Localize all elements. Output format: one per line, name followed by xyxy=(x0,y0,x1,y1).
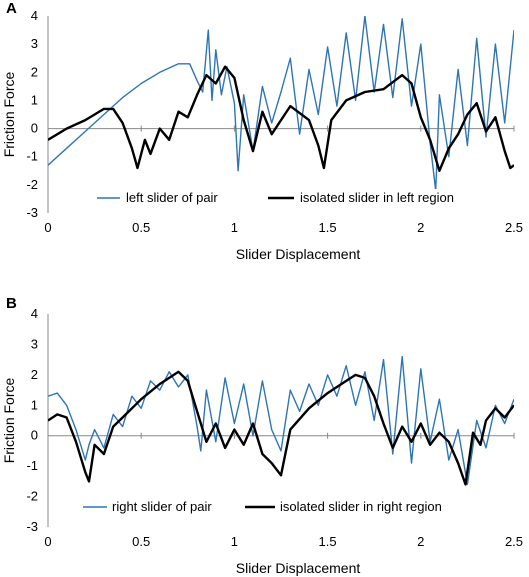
legend-bg xyxy=(93,189,256,207)
y-tick-label: -3 xyxy=(26,205,38,220)
x-tick-label: 1.5 xyxy=(319,220,337,235)
legend-label: isolated slider in left region xyxy=(300,190,454,205)
y-tick-label: 4 xyxy=(31,306,38,321)
series-line-1 xyxy=(48,355,514,486)
legend-bg xyxy=(79,498,248,516)
y-tick-label: 0 xyxy=(31,428,38,443)
panel-label: A xyxy=(6,0,17,17)
y-tick-label: -3 xyxy=(26,519,38,534)
x-tick-label: 2 xyxy=(417,534,424,549)
y-tick-label: 1 xyxy=(31,92,38,107)
y-tick-label: 1 xyxy=(31,397,38,412)
y-tick-label: -1 xyxy=(26,149,38,164)
x-tick-label: 2.5 xyxy=(505,220,523,235)
y-tick-label: -2 xyxy=(26,177,38,192)
y-tick-label: 4 xyxy=(31,8,38,23)
y-axis-title: Friction Force xyxy=(1,378,17,464)
chart-panel-a: A -3 -2 -1 0 1 2 3 4 0 0.5 1 1.5 2 2.5 Slider Displacem… xyxy=(1,0,523,262)
x-tick-label: 0 xyxy=(44,220,51,235)
legend-bg xyxy=(241,498,489,516)
x-tick-label: 1.5 xyxy=(319,534,337,549)
x-tick-label: 1 xyxy=(231,220,238,235)
y-tick-label: -2 xyxy=(26,489,38,504)
chart-panel-b: B -3 -2 -1 0 1 2 3 4 0 0.5 1 1.5 2 2.5 Slider Displacem… xyxy=(1,295,523,576)
y-tick-label: 0 xyxy=(31,121,38,136)
x-axis-title: Slider Displacement xyxy=(236,246,361,262)
series-line-1 xyxy=(48,16,514,192)
x-tick-label: 1 xyxy=(231,534,238,549)
y-tick-label: 2 xyxy=(31,367,38,382)
x-tick-label: 0.5 xyxy=(132,534,150,549)
x-tick-label: 2 xyxy=(417,220,424,235)
legend-label: left slider of pair xyxy=(126,190,218,205)
y-tick-label: -1 xyxy=(26,458,38,473)
y-tick-label: 3 xyxy=(31,36,38,51)
y-tick-label: 3 xyxy=(31,336,38,351)
x-tick-label: 0 xyxy=(44,534,51,549)
series-line-2 xyxy=(48,370,514,486)
legend-label: right slider of pair xyxy=(112,499,212,514)
x-axis-title: Slider Displacement xyxy=(236,560,361,576)
legend-bg xyxy=(264,189,502,207)
x-tick-label: 2.5 xyxy=(505,534,523,549)
x-tick-label: 0.5 xyxy=(132,220,150,235)
series-line-2 xyxy=(48,65,514,173)
y-tick-label: 2 xyxy=(31,64,38,79)
y-axis-title: Friction Force xyxy=(1,72,17,158)
panel-label: B xyxy=(6,295,17,312)
legend-label: isolated slider in right region xyxy=(280,499,442,514)
